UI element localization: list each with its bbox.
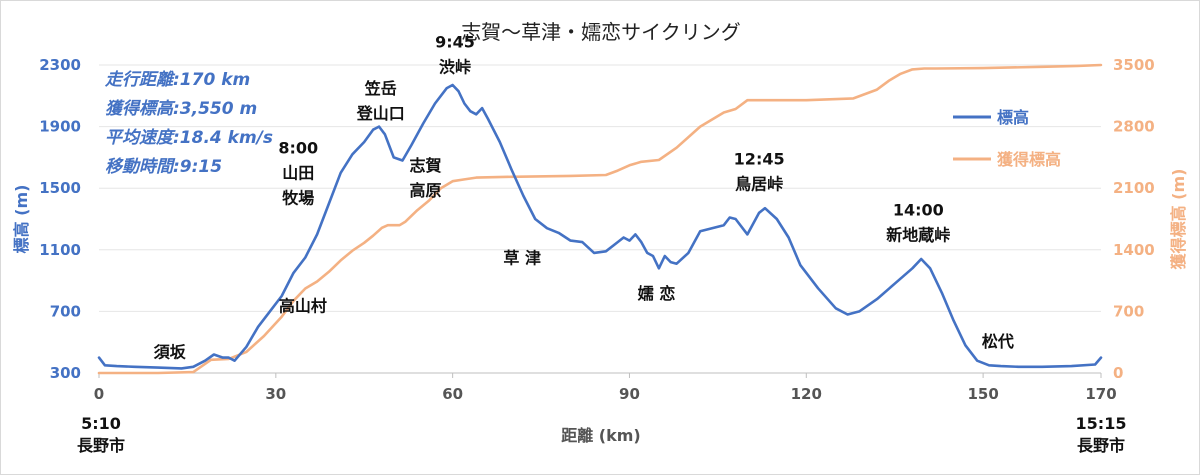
legend-label-elevation: 標高 bbox=[997, 108, 1029, 127]
y-right-tick-label: 0 bbox=[1113, 364, 1123, 382]
x-tick-label: 150 bbox=[967, 385, 998, 403]
x-tick-label: 0 bbox=[94, 385, 104, 403]
y-left-tick-label: 1100 bbox=[39, 241, 81, 259]
y-right-axis-title: 獲得標高 (m) bbox=[1169, 169, 1188, 270]
annotation-label: 笠岳 bbox=[364, 79, 397, 98]
annotation-label: 鳥居峠 bbox=[735, 175, 783, 194]
annotation-label: 志賀 bbox=[410, 156, 442, 175]
y-left-axis-title: 標高 (m) bbox=[12, 185, 31, 254]
annotation-label: 松代 bbox=[982, 332, 1014, 351]
annotation-label: 山田 bbox=[282, 164, 314, 183]
x-tick-label: 170 bbox=[1085, 385, 1116, 403]
x-tick-label: 60 bbox=[442, 385, 463, 403]
stat-line: 獲得標高:3,550 m bbox=[105, 99, 257, 119]
annotation-label: 草 津 bbox=[503, 249, 541, 268]
stats-box: 走行距離:170 km 獲得標高:3,550 m 平均速度:18.4 km/s 移動時… bbox=[104, 70, 273, 177]
x-tick-label: 120 bbox=[791, 385, 822, 403]
annotation-label: 12:45 bbox=[734, 150, 785, 169]
y-left-tick-label: 700 bbox=[50, 302, 81, 320]
legend: 標高 獲得標高 bbox=[953, 108, 1061, 169]
y-right-tick-label: 2100 bbox=[1113, 179, 1155, 197]
annotation-label: 高原 bbox=[410, 181, 442, 200]
annotation-label: 8:00 bbox=[278, 139, 318, 158]
stat-line: 平均速度:18.4 km/s bbox=[105, 128, 273, 148]
x-axis-title: 距離 (km) bbox=[561, 426, 641, 445]
chart-title: 志賀～草津・嬬恋サイクリング bbox=[461, 20, 741, 44]
annotation-label: 須坂 bbox=[153, 343, 187, 362]
stat-line: 移動時間:9:15 bbox=[105, 157, 222, 177]
stat-line: 走行距離:170 km bbox=[104, 70, 250, 90]
annotation-label: 渋峠 bbox=[439, 58, 471, 77]
y-left-tick-label: 2300 bbox=[39, 56, 81, 74]
x-tick-label: 30 bbox=[265, 385, 286, 403]
annotation-label: 牧場 bbox=[282, 189, 314, 208]
annotation-label: 嬬 恋 bbox=[637, 284, 676, 303]
annotation-label: 14:00 bbox=[893, 201, 944, 220]
legend-label-gain: 獲得標高 bbox=[997, 150, 1061, 169]
end-label: 15:15 bbox=[1076, 414, 1127, 433]
y-left-tick-label: 1900 bbox=[39, 118, 81, 136]
annotation-label: 高山村 bbox=[279, 296, 327, 315]
y-left-tick-label: 300 bbox=[50, 364, 81, 382]
annotation-label: 9:45 bbox=[435, 33, 475, 52]
y-right-tick-label: 1400 bbox=[1113, 241, 1155, 259]
y-right-tick-label: 3500 bbox=[1113, 56, 1155, 74]
left-axis-ticks: 300 700 1100 1500 1900 2300 bbox=[39, 56, 81, 382]
y-right-tick-label: 2800 bbox=[1113, 118, 1155, 136]
x-axis-ticks: 0 30 60 90 120 150 170 bbox=[94, 373, 1117, 403]
annotation-label: 新地蔵峠 bbox=[886, 226, 950, 245]
start-label: 5:10 bbox=[81, 414, 121, 433]
y-right-tick-label: 700 bbox=[1113, 302, 1144, 320]
end-label: 長野市 bbox=[1077, 436, 1125, 455]
annotation-label: 登山口 bbox=[356, 104, 405, 123]
x-tick-label: 90 bbox=[619, 385, 640, 403]
right-axis-ticks: 0 700 1400 2100 2800 3500 bbox=[1113, 56, 1155, 382]
start-label: 長野市 bbox=[77, 436, 125, 455]
y-left-tick-label: 1500 bbox=[39, 179, 81, 197]
